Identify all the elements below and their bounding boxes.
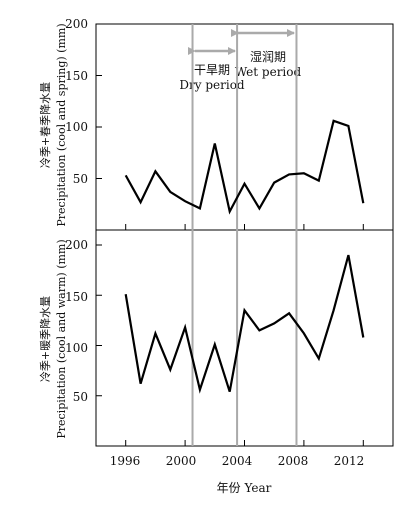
bottom-y-tick-label: 200	[65, 238, 88, 252]
bottom-y-axis-title-cn: 冷季+暖季降水量	[38, 296, 52, 382]
x-tick-label: 2000	[166, 454, 197, 468]
bottom-y-tick-label: 150	[65, 290, 88, 304]
x-tick-label: 2008	[278, 454, 309, 468]
top-y-axis-title-en: Precipitation (cool and spring) (mm)	[55, 23, 68, 226]
top-y-tick-label: 200	[65, 17, 88, 31]
top-y-tick-label: 100	[65, 120, 88, 134]
chart-marks	[96, 23, 365, 446]
wet-period-label-en: Wet period	[235, 65, 302, 79]
x-tick-label: 1996	[110, 454, 141, 468]
wet-period-label-cn: 湿润期	[250, 49, 286, 64]
x-tick-label: 2004	[222, 454, 253, 468]
bottom-y-tick-label: 50	[73, 390, 88, 404]
x-axis-title: 年份 Year	[217, 481, 272, 495]
top-y-tick-label: 50	[73, 172, 88, 186]
bottom-panel-frame	[95, 229, 394, 447]
bottom-series-line	[124, 254, 365, 394]
top-y-axis-title-cn: 冷季+春季降水量	[38, 82, 52, 168]
bottom-y-axis-title-en: Precipitation (cool and warm) (mm)	[55, 239, 68, 438]
top-y-tick-label: 150	[65, 69, 88, 83]
bottom-y-tick-label: 100	[65, 341, 88, 355]
x-tick-label: 2012	[334, 454, 365, 468]
top-series-line	[124, 119, 365, 215]
dry-period-label-cn: 干旱期	[194, 63, 230, 77]
dry-period-label-en: Dry period	[179, 78, 245, 92]
